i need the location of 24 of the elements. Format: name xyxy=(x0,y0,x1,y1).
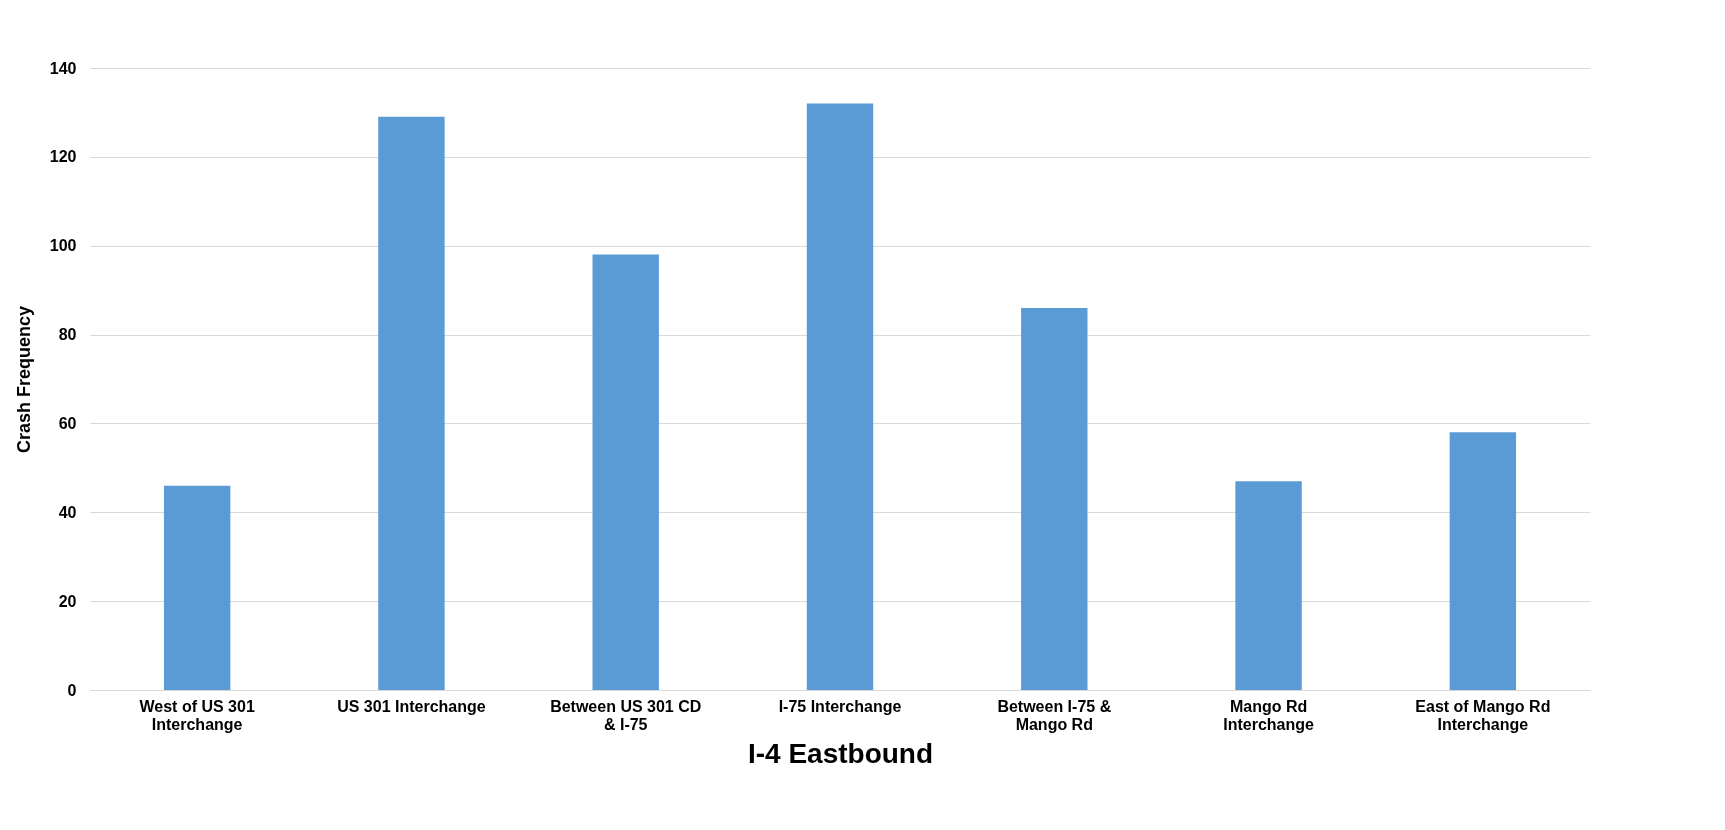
x-tick-label: West of US 301 Interchange xyxy=(139,697,255,733)
x-tick-label: I-75 Interchange xyxy=(778,697,902,715)
bar xyxy=(806,103,874,690)
x-tick-label: Between I-75 & Mango Rd xyxy=(997,697,1112,733)
bar xyxy=(163,485,231,690)
x-tick-label: Between US 301 CD & I-75 xyxy=(550,697,702,733)
y-tick-label: 20 xyxy=(58,592,77,610)
x-tick-label: US 301 Interchange xyxy=(337,697,486,715)
bar xyxy=(1449,432,1517,690)
y-tick-label: 80 xyxy=(58,326,77,344)
y-tick-label: 0 xyxy=(67,681,77,699)
y-tick-label: 120 xyxy=(49,148,77,166)
y-axis-title: Crash Frequency xyxy=(13,305,34,454)
y-tick-label: 100 xyxy=(49,237,77,255)
x-tick-label: East of Mango Rd Interchange xyxy=(1415,697,1551,733)
y-tick-label: 140 xyxy=(49,59,77,77)
bar xyxy=(1235,481,1302,690)
x-axis-title: I-4 Eastbound xyxy=(747,737,934,769)
bar xyxy=(378,116,445,690)
x-tick-label: Mango Rd Interchange xyxy=(1223,697,1315,733)
y-tick-label: 40 xyxy=(58,503,77,521)
y-tick-label: 60 xyxy=(58,414,77,432)
bar xyxy=(592,254,659,690)
bar xyxy=(1021,307,1088,690)
